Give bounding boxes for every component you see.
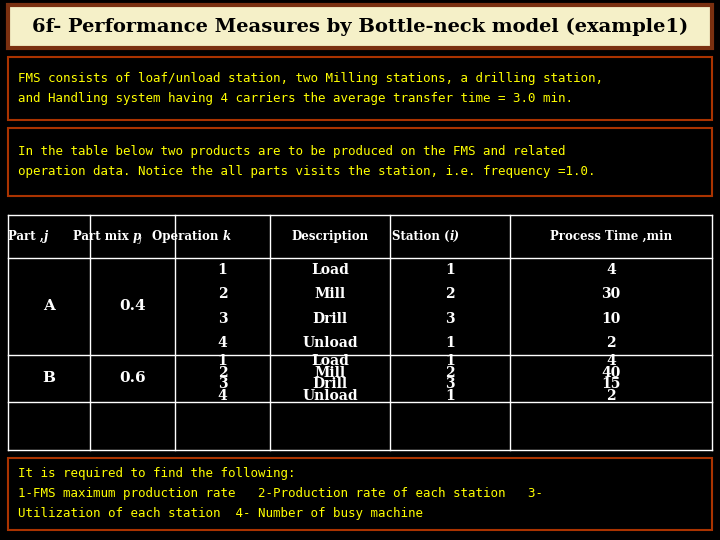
Text: 30: 30 xyxy=(601,287,621,301)
Text: 40: 40 xyxy=(601,366,621,380)
Text: In the table below two products are to be produced on the FMS and related
operat: In the table below two products are to b… xyxy=(18,145,595,179)
Text: Mill: Mill xyxy=(315,366,346,380)
Text: 2: 2 xyxy=(445,366,455,380)
Text: Mill: Mill xyxy=(315,287,346,301)
Text: 4: 4 xyxy=(217,336,228,350)
Text: 10: 10 xyxy=(601,312,621,326)
Text: 2: 2 xyxy=(217,366,228,380)
Text: It is required to find the following:
1-FMS maximum production rate   2-Producti: It is required to find the following: 1-… xyxy=(18,468,543,521)
Bar xyxy=(8,5,712,48)
Text: Process Time ,min: Process Time ,min xyxy=(550,230,672,243)
Text: Drill: Drill xyxy=(312,377,348,392)
Text: 6f- Performance Measures by Bottle-neck model (example1): 6f- Performance Measures by Bottle-neck … xyxy=(32,17,688,36)
Text: j: j xyxy=(138,235,141,244)
Bar xyxy=(8,57,712,120)
Text: Drill: Drill xyxy=(312,312,348,326)
Text: 0.6: 0.6 xyxy=(120,372,146,386)
Text: 2: 2 xyxy=(445,287,455,301)
Text: 3: 3 xyxy=(217,377,228,392)
Text: 1: 1 xyxy=(445,354,455,368)
Text: 2: 2 xyxy=(217,287,228,301)
Text: 4: 4 xyxy=(606,354,616,368)
Text: 2: 2 xyxy=(606,389,616,403)
Text: 3: 3 xyxy=(445,377,455,392)
Text: 1: 1 xyxy=(445,263,455,277)
Text: 4: 4 xyxy=(606,263,616,277)
Text: Load: Load xyxy=(311,263,349,277)
Text: Unload: Unload xyxy=(302,389,358,403)
Text: 15: 15 xyxy=(601,377,621,392)
Bar xyxy=(8,458,712,530)
Text: Part mix: Part mix xyxy=(73,230,132,243)
Text: Station (: Station ( xyxy=(392,230,450,243)
Text: k: k xyxy=(222,230,230,243)
Text: Part ,: Part , xyxy=(8,230,44,243)
Text: j: j xyxy=(44,230,48,243)
Text: i): i) xyxy=(450,230,460,243)
Bar xyxy=(8,128,712,196)
Text: Unload: Unload xyxy=(302,336,358,350)
Text: 1: 1 xyxy=(445,389,455,403)
Text: B: B xyxy=(42,372,55,386)
Text: A: A xyxy=(43,300,55,314)
Text: FMS consists of loaf/unload station, two Milling stations, a drilling station,
a: FMS consists of loaf/unload station, two… xyxy=(18,72,603,105)
Text: 1: 1 xyxy=(217,263,228,277)
Text: 3: 3 xyxy=(445,312,455,326)
Text: Operation: Operation xyxy=(152,230,222,243)
Text: Load: Load xyxy=(311,354,349,368)
Text: p: p xyxy=(132,230,140,243)
Text: 1: 1 xyxy=(445,336,455,350)
Text: Description: Description xyxy=(292,230,369,243)
Text: 2: 2 xyxy=(606,336,616,350)
Text: 3: 3 xyxy=(217,312,228,326)
Text: 4: 4 xyxy=(217,389,228,403)
Text: 0.4: 0.4 xyxy=(120,300,146,314)
Text: 1: 1 xyxy=(217,354,228,368)
